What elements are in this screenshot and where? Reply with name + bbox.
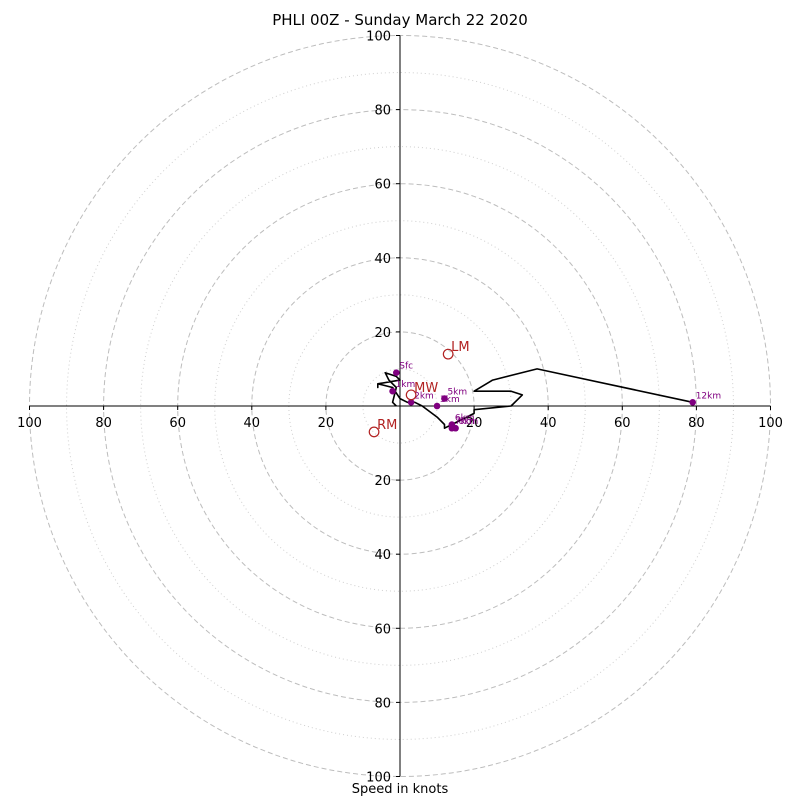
x-tick-label-right: 60 — [614, 416, 631, 431]
height-point-label: 5km — [447, 388, 467, 398]
height-point — [452, 424, 459, 432]
x-axis-label: Speed in knots — [351, 782, 449, 797]
y-tick-label-top: 40 — [374, 252, 391, 267]
height-point-label: Sfc — [399, 362, 413, 372]
height-point — [441, 395, 448, 402]
height-point-label: 1km — [396, 380, 416, 390]
hodograph-line — [376, 368, 693, 430]
height-point-label: 6km — [455, 414, 475, 424]
y-tick-label-bottom: 100 — [366, 771, 391, 786]
axes — [29, 35, 771, 777]
tick-labels: 20 20 20 20 40 40 40 40 60 60 60 60 80 80 80 80 100 100 10… — [17, 30, 783, 786]
y-tick-label-top: 60 — [374, 178, 391, 193]
height-point-label: 3km — [440, 395, 460, 405]
storm-motion-markers: LM RM MW — [368, 340, 470, 438]
storm-motion-label: RM — [377, 418, 397, 433]
y-tick-label-top: 80 — [374, 104, 391, 119]
storm-motion-marker — [442, 348, 454, 360]
height-point-label: 8km — [459, 417, 479, 427]
x-tick-label-right: 20 — [466, 416, 483, 431]
storm-motion-marker — [368, 426, 380, 438]
height-point — [389, 387, 396, 395]
hodograph-trace — [376, 368, 693, 430]
height-point — [433, 402, 441, 410]
x-tick-label-left: 100 — [17, 416, 42, 431]
height-point-label: 12km — [696, 391, 721, 401]
x-tick-label-left: 60 — [169, 416, 186, 431]
storm-motion-label: MW — [414, 381, 438, 396]
y-tick-label-top: 100 — [366, 30, 391, 45]
height-point — [689, 398, 696, 406]
y-tick-label-top: 20 — [374, 326, 391, 341]
storm-motion-label: LM — [451, 340, 469, 355]
chart-title: PHLI 00Z - Sunday March 22 2020 — [272, 11, 528, 29]
y-tick-label-bottom: 40 — [374, 548, 391, 563]
height-point — [407, 398, 415, 406]
x-tick-label-right: 40 — [540, 416, 557, 431]
height-point — [392, 369, 400, 376]
height-point-label: 7km — [455, 417, 475, 427]
y-tick-label-bottom: 60 — [374, 622, 391, 637]
height-point-label: 2km — [414, 391, 434, 401]
x-tick-label-left: 20 — [318, 416, 335, 431]
x-tick-label-left: 80 — [95, 416, 112, 431]
x-tick-label-right: 100 — [758, 416, 783, 431]
x-tick-label-left: 40 — [244, 416, 261, 431]
storm-motion-marker — [405, 389, 417, 401]
x-tick-label-right: 80 — [688, 416, 705, 431]
y-tick-label-bottom: 80 — [374, 696, 391, 711]
y-tick-label-bottom: 20 — [374, 474, 391, 489]
